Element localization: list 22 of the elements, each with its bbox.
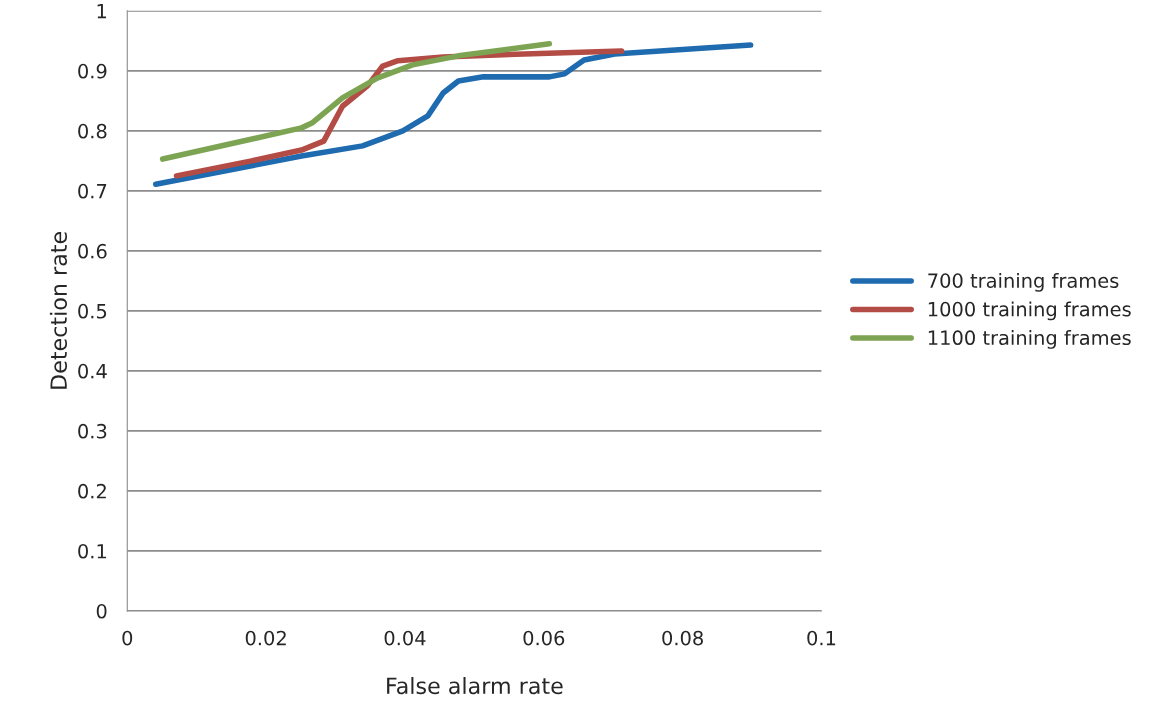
y-tick-label: 0.7 xyxy=(78,183,107,199)
x-tick-label: 0.06 xyxy=(523,630,565,646)
y-tick-label: 0.4 xyxy=(78,363,107,379)
x-tick-label: 0.04 xyxy=(384,630,426,646)
y-axis-title: Detection rate xyxy=(49,231,68,389)
y-tick-label: 0.3 xyxy=(78,423,107,439)
legend-label: 700 training frames xyxy=(928,272,1119,292)
legend-label: 1100 training frames xyxy=(928,330,1131,349)
x-tick-label: 0.1 xyxy=(807,630,836,646)
y-tick-label: 0.8 xyxy=(78,123,107,139)
y-tick-label: 0.2 xyxy=(78,483,106,499)
legend-label: 1000 training frames xyxy=(928,301,1131,321)
y-tick-label: 0.5 xyxy=(78,303,107,319)
x-tick-label: 0.02 xyxy=(245,630,286,646)
y-tick-label: 0.9 xyxy=(78,63,107,79)
x-tick-label: 0.08 xyxy=(662,630,703,646)
y-tick-label: 0 xyxy=(96,603,107,619)
y-tick-label: 0.6 xyxy=(78,243,107,259)
y-tick-label: 0.1 xyxy=(78,543,107,559)
x-tick-label: 0 xyxy=(122,630,133,646)
y-tick-label: 1 xyxy=(97,4,107,19)
x-axis-title: False alarm rate xyxy=(387,676,563,695)
